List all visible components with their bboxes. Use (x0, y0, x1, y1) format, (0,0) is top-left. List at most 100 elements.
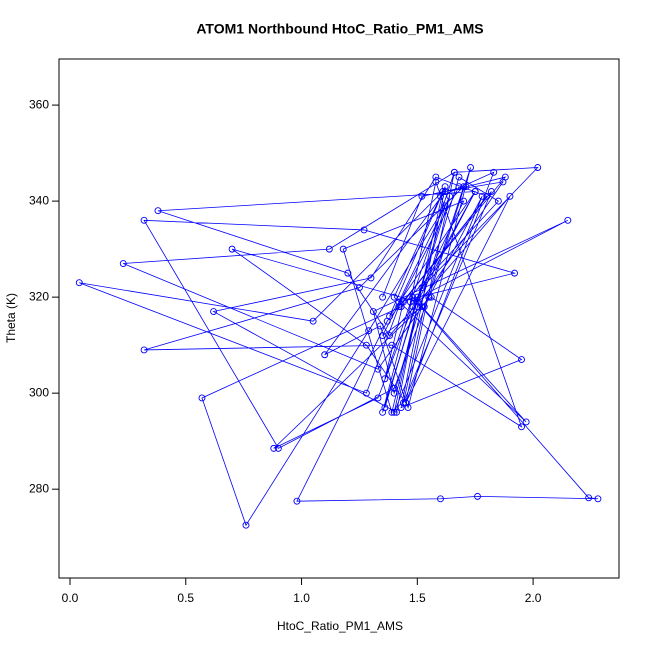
data-point (270, 444, 278, 452)
data-point (413, 293, 421, 301)
data-point (325, 245, 333, 253)
data-point (386, 312, 393, 320)
x-tick-label: 2.0 (525, 591, 542, 605)
data-point (376, 322, 384, 330)
data-point (471, 188, 479, 195)
data-point (395, 303, 403, 311)
x-tick-label: 0.0 (62, 591, 79, 605)
data-point (321, 351, 329, 359)
data-point (441, 183, 449, 191)
data-point (381, 375, 389, 383)
data-point (418, 303, 426, 311)
data-point (460, 183, 468, 191)
data-point (534, 164, 542, 171)
data-point (390, 389, 398, 397)
data-point (413, 303, 421, 311)
data-point (140, 346, 148, 354)
data-point (140, 216, 148, 224)
y-tick-label: 280 (29, 481, 49, 495)
data-point (119, 260, 127, 267)
data-point (362, 389, 370, 397)
data-point (437, 192, 444, 200)
x-axis-label: HtoC_Ratio_PM1_AMS (277, 619, 403, 633)
data-point (564, 216, 572, 224)
data-point (339, 245, 347, 253)
data-point (467, 164, 475, 171)
data-point (390, 408, 398, 416)
data-point (518, 356, 525, 363)
data-point (437, 495, 444, 503)
data-line (79, 167, 598, 527)
data-point (362, 341, 370, 349)
data-point (355, 284, 363, 291)
chart-title: ATOM1 Northbound HtoC_Ratio_PM1_AMS (196, 21, 483, 37)
y-tick-label: 320 (29, 289, 49, 303)
data-point (242, 521, 250, 529)
data-point (462, 183, 470, 191)
data-point (487, 188, 495, 195)
data-point (309, 317, 317, 325)
y-tick-label: 360 (29, 97, 49, 111)
data-point (367, 274, 375, 282)
data-point (418, 192, 426, 200)
data-point (490, 168, 498, 176)
data-point (594, 495, 602, 503)
data-point (455, 183, 463, 191)
data-point (274, 444, 282, 452)
data-point (379, 408, 387, 416)
x-tick-label: 1.0 (293, 591, 310, 605)
data-point (397, 404, 405, 412)
y-tick-label: 300 (29, 385, 49, 399)
data-point (432, 178, 440, 186)
data-point (409, 293, 417, 301)
data-point (446, 192, 454, 200)
data-point (522, 418, 530, 426)
data-point (388, 408, 396, 416)
x-tick-label: 0.5 (177, 591, 194, 605)
data-point (478, 192, 486, 200)
data-point (365, 327, 373, 335)
data-point (388, 341, 396, 349)
data-point (499, 178, 507, 186)
data-point (369, 308, 377, 315)
data-point (228, 245, 236, 253)
data-point (432, 173, 440, 181)
data-point (390, 293, 398, 301)
data-point (455, 173, 463, 181)
data-point (379, 293, 387, 301)
plot-frame (58, 58, 620, 579)
data-point (441, 188, 449, 195)
data-point (409, 303, 417, 311)
data-point (441, 202, 449, 210)
data-point (360, 226, 368, 234)
data-point (344, 269, 352, 277)
data-point (418, 284, 426, 291)
data-point (386, 332, 393, 339)
data-point (390, 384, 398, 392)
data-point (293, 497, 301, 505)
y-tick-label: 340 (29, 193, 49, 207)
data-point (474, 492, 481, 500)
data-point (420, 303, 428, 311)
data-point (210, 308, 218, 315)
data-point (450, 168, 458, 176)
data-point (374, 365, 382, 373)
data-point (379, 332, 387, 339)
data-point (518, 423, 525, 431)
data-point (393, 408, 400, 416)
data-point (413, 298, 421, 306)
data-point (425, 293, 433, 301)
data-point (399, 298, 407, 306)
data-point (460, 197, 468, 205)
data-point (511, 269, 519, 277)
data-point (198, 394, 206, 402)
data-point (427, 293, 435, 301)
data-point (154, 207, 162, 215)
y-axis-label: Theta (K) (4, 293, 18, 343)
data-point (585, 494, 593, 502)
x-tick-label: 1.5 (409, 591, 426, 605)
data-point (494, 197, 502, 205)
data-point (395, 298, 403, 306)
data-point (483, 192, 491, 200)
